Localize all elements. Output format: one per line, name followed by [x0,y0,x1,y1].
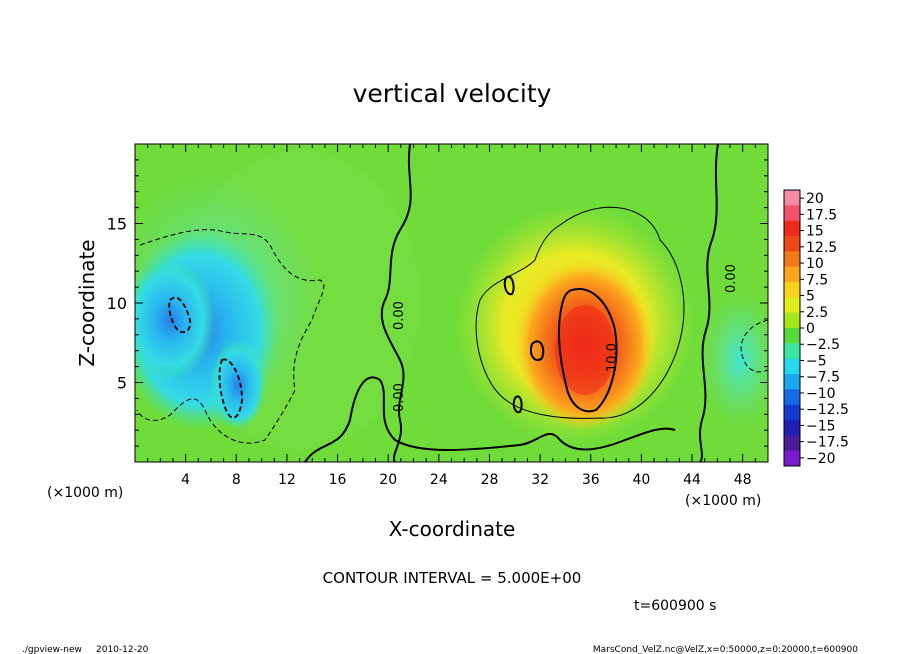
colorbar-label: 2.5 [806,305,828,321]
colorbar-label: −5 [806,353,827,369]
five-contour [475,206,685,419]
zero-contour-lower [304,376,676,462]
colorbar-swatch [784,343,800,360]
colorbar-swatch [784,282,800,298]
x-tick-label: 36 [582,472,600,488]
contour-interval: CONTOUR INTERVAL = 5.000E+00 [323,569,582,587]
colorbar-swatch [784,205,800,222]
colorbar-label: 15 [806,224,824,240]
contour-label: 0.00 [724,264,739,293]
zero-contour-east [699,144,719,462]
colorbar-swatch [784,297,800,314]
colorbar-label: 10 [806,256,824,272]
chart-title: vertical velocity [353,79,552,108]
x-tick-label: 20 [379,472,397,488]
colorbar-label: −15 [806,418,836,434]
x-unit-right: (×1000 m) [685,493,761,509]
y-tick-label: 15 [107,215,127,234]
colorbar-swatch [784,190,800,206]
x-tick-label: 4 [181,472,190,488]
x-tick-label: 40 [632,472,650,488]
x-tick-label: 44 [683,472,701,488]
colorbar-label: −17.5 [806,435,849,451]
small-contour-3 [503,275,515,296]
colorbar-swatch [784,236,800,252]
program-label: ./gpview-new [22,645,82,654]
colorbar-label: −10 [806,386,836,402]
colorbar-label: 17.5 [806,207,837,223]
neg-contour-3 [218,358,243,419]
y-tick-label: 5 [117,374,127,393]
colorbar-label: −12.5 [806,402,849,418]
time-label: t=600900 s [634,598,716,614]
heatmap-field [135,144,768,462]
colorbar-label: 20 [806,191,824,207]
colorbar-label: −2.5 [806,337,840,353]
small-contour-1 [530,340,545,362]
colorbar-label: −20 [806,451,836,467]
x-tick-label: 8 [232,472,241,488]
colorbar-swatch [784,435,800,452]
y-axis-label: Z-coordinate [75,239,99,366]
neg-contour-2 [168,296,192,334]
colorbar-label: 5 [806,289,815,305]
contour-labels: 0.00 0.00 0.00 10.0 [392,264,739,412]
ten-contour [558,288,618,413]
y-tick-label: 10 [107,294,127,313]
contour-label: 10.0 [605,343,620,372]
neg-contour-1 [136,229,325,444]
x-tick-label: 32 [531,472,549,488]
x-tick-label: 12 [278,472,296,488]
colorbar-label: 7.5 [806,272,828,288]
date-label: 2010-12-20 [96,645,149,654]
y-axis-ticks: 5 10 15 [107,159,768,447]
x-tick-label: 24 [430,472,448,488]
neg-contour-east [740,319,768,373]
zero-contour-west [380,144,412,462]
x-tick-label: 16 [329,472,347,488]
contour-lines [136,144,768,462]
x-unit-left: (×1000 m) [47,485,123,501]
colorbar: 2017.51512.5107.552.50−2.5−5−7.5−10−12.5… [783,189,849,467]
colorbar-label: 0 [806,321,815,337]
contour-label: 0.00 [392,383,407,412]
x-axis-ticks: 4 8 12 16 20 24 28 32 36 40 44 48 [147,144,756,488]
x-axis-label: X-coordinate [389,517,516,541]
colorbar-swatch [784,358,800,375]
contour-label: 0.00 [392,301,407,330]
colorbar-swatch [784,328,800,344]
colorbar-swatch [784,450,800,467]
colorbar-swatch [784,389,800,406]
colorbar-swatch [784,266,800,283]
colorbar-swatch [784,420,800,436]
colorbar-swatch [784,220,800,237]
colorbar-swatch [784,404,800,421]
colorbar-label: 12.5 [806,240,837,256]
source-label: MarsCond_VelZ.nc@VelZ,x=0:50000,z=0:2000… [593,645,858,654]
colorbar-swatch [784,312,800,329]
x-tick-label: 28 [481,472,499,488]
small-contour-2 [512,395,523,414]
colorbar-swatch [784,374,800,390]
colorbar-label: −7.5 [806,370,840,386]
colorbar-swatch [784,251,800,268]
x-tick-label: 48 [734,472,752,488]
